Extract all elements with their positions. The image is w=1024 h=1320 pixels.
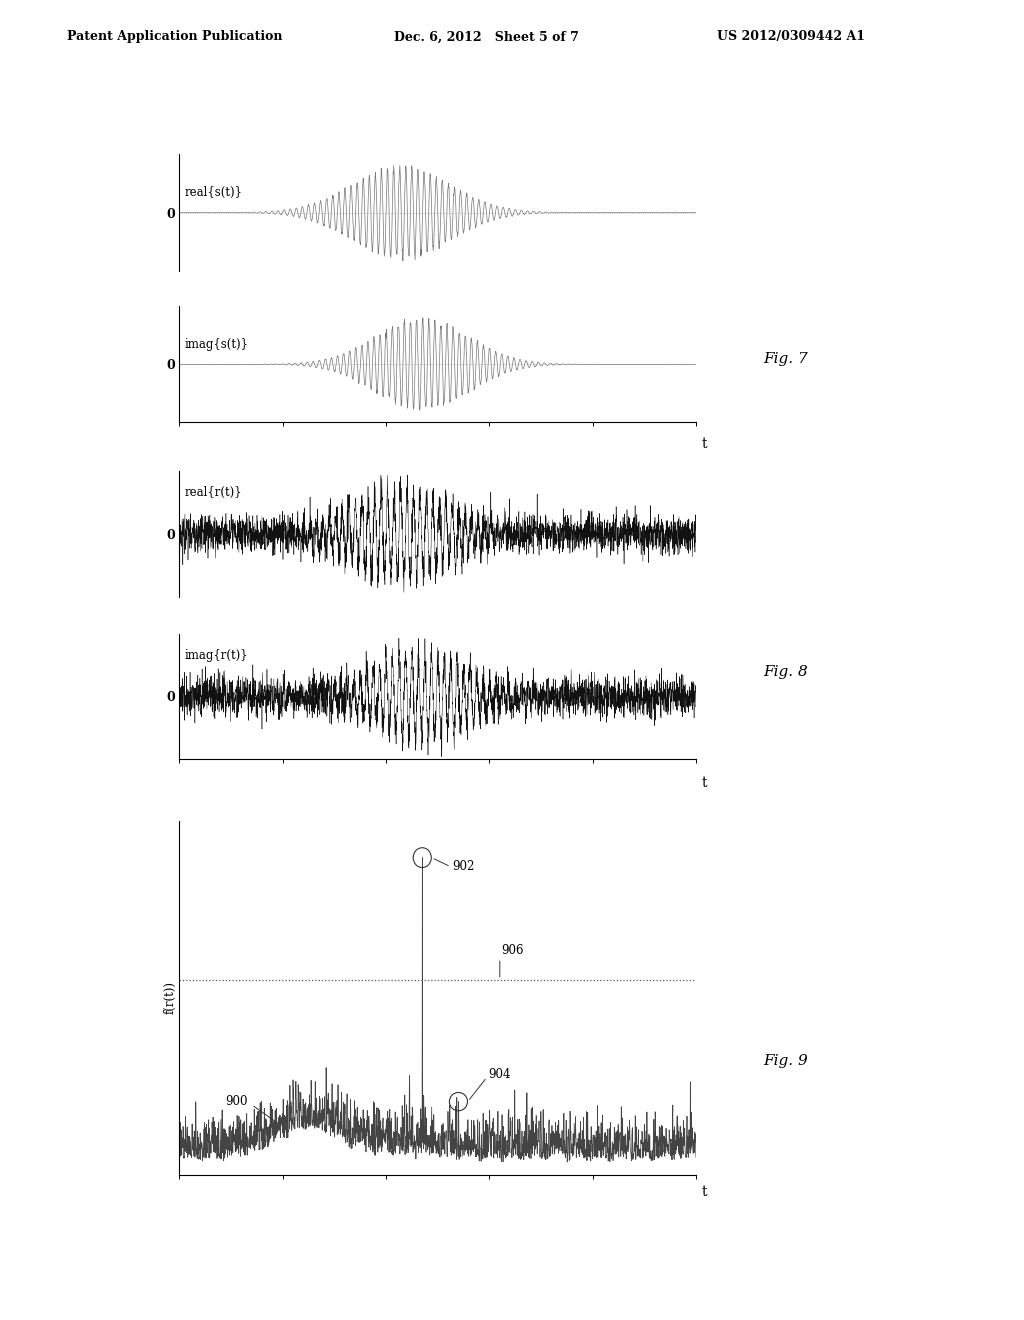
Text: 906: 906: [502, 944, 524, 957]
Text: Fig. 9: Fig. 9: [763, 1055, 808, 1068]
Text: 900: 900: [225, 1096, 248, 1107]
Text: t: t: [701, 437, 707, 451]
Text: Dec. 6, 2012   Sheet 5 of 7: Dec. 6, 2012 Sheet 5 of 7: [394, 30, 580, 44]
Text: real{s(t)}: real{s(t)}: [184, 186, 243, 199]
Text: 904: 904: [488, 1068, 511, 1081]
Text: real{r(t)}: real{r(t)}: [184, 486, 242, 499]
Text: Patent Application Publication: Patent Application Publication: [67, 30, 282, 44]
Text: US 2012/0309442 A1: US 2012/0309442 A1: [717, 30, 865, 44]
Text: imag{r(t)}: imag{r(t)}: [184, 648, 248, 661]
Text: t: t: [701, 776, 707, 789]
Text: imag{s(t)}: imag{s(t)}: [184, 338, 249, 351]
Text: Fig. 8: Fig. 8: [763, 665, 808, 678]
Text: t: t: [701, 1185, 707, 1199]
Text: Fig. 7: Fig. 7: [763, 352, 808, 366]
Text: 902: 902: [453, 861, 474, 874]
Y-axis label: f(r(t)): f(r(t)): [164, 982, 176, 1014]
